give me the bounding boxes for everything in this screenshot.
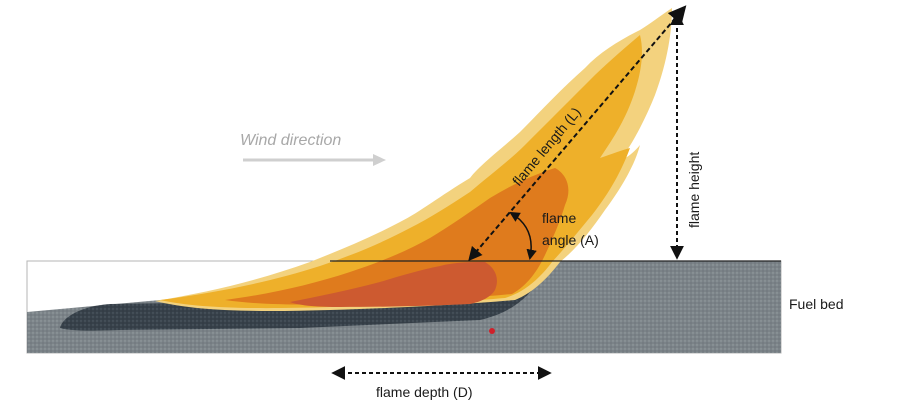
flame-depth-label: flame depth (D) (376, 384, 472, 400)
fuel-bed-label: Fuel bed (789, 296, 843, 312)
flame-core (290, 262, 497, 307)
flame-angle-label-line2: angle (A) (542, 232, 599, 248)
wind-arrow-head (373, 154, 386, 166)
flame-height-label: flame height (686, 152, 702, 228)
wind-direction-label: Wind direction (240, 132, 341, 149)
flame-length-arrow (468, 5, 687, 262)
flame-angle-arc (509, 211, 537, 261)
ignition-point (489, 328, 495, 334)
flame-angle-label-line1: flame (542, 210, 576, 226)
